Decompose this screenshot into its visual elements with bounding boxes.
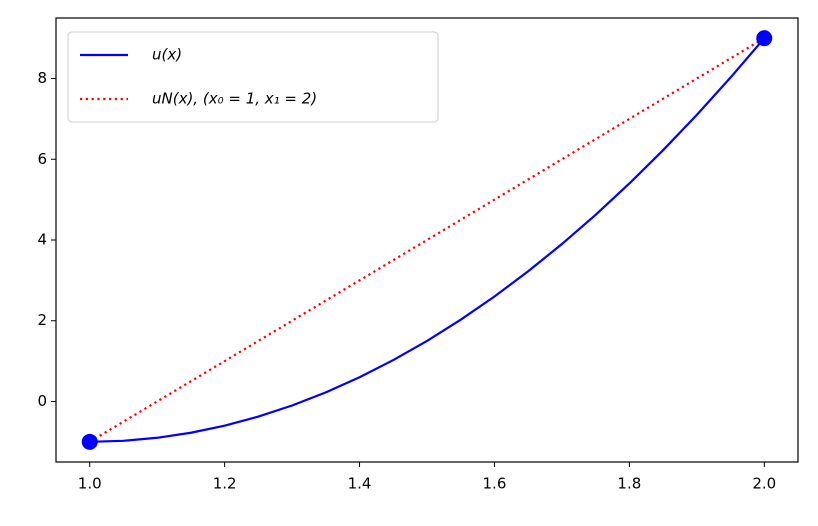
y-tick-label: 4 (37, 231, 47, 249)
x-tick-label: 1.8 (617, 475, 641, 493)
legend (67, 31, 439, 123)
y-tick-label: 6 (37, 150, 47, 168)
y-tick-label: 8 (37, 69, 47, 87)
x-tick-label: 1.0 (78, 475, 102, 493)
point (756, 30, 773, 47)
x-tick-label: 2.0 (752, 475, 776, 493)
x-tick-label: 1.4 (348, 475, 372, 493)
legend-label: uN(x), (x₀ = 1, x₁ = 2) (152, 90, 317, 108)
plot-frame (55, 17, 799, 463)
legend-label: u(x) (152, 46, 182, 64)
series-line (89, 37, 766, 443)
point (81, 433, 98, 450)
y-tick-label: 0 (37, 392, 47, 410)
x-tick-label: 1.6 (483, 475, 507, 493)
x-tick-label: 1.2 (213, 475, 237, 493)
y-tick-label: 2 (37, 311, 47, 329)
